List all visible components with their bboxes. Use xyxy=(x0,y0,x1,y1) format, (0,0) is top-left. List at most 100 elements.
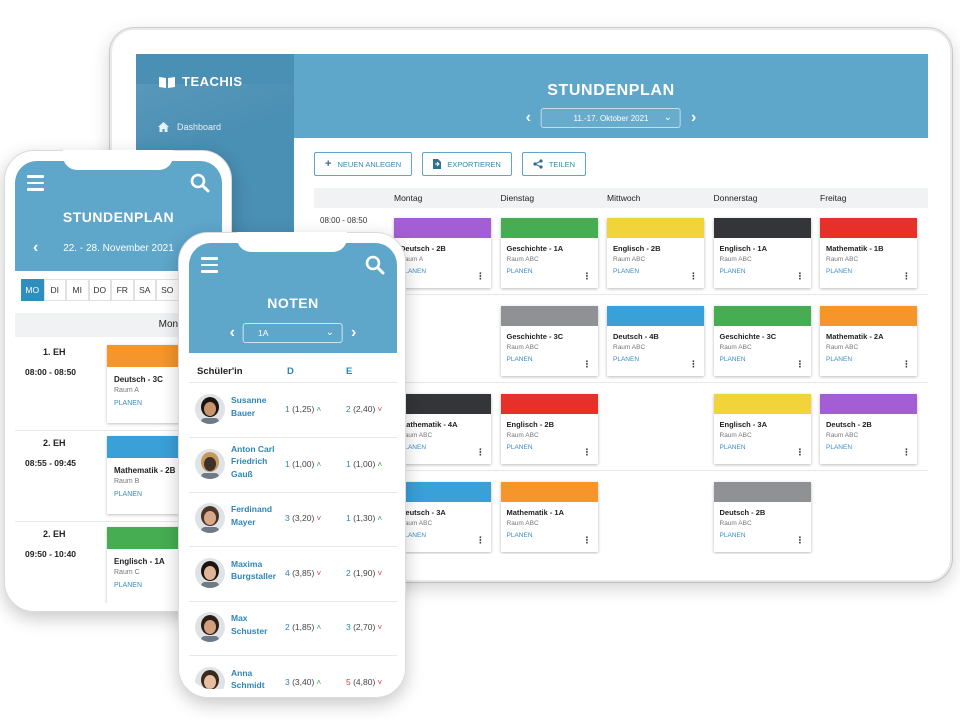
day-tab-mo[interactable]: MO xyxy=(21,279,44,301)
lesson-card[interactable]: Mathematik - 1A Raum ABC PLANEN ⋮ xyxy=(500,482,598,552)
student-name[interactable]: Maxima Burgstaller xyxy=(231,558,276,584)
plan-link[interactable]: PLANEN xyxy=(114,582,143,589)
lesson-card[interactable]: Deutsch - 2B Raum A PLANEN ⋮ xyxy=(394,218,491,288)
grade-d[interactable]: 1 (1,25) ˄ xyxy=(285,404,321,414)
more-options-icon[interactable]: ⋮ xyxy=(476,271,485,281)
student-row[interactable]: Max Schuster 2 (1,85) ˄ 3 (2,70) ˅ xyxy=(189,602,397,656)
student-name[interactable]: Susanne Bauer xyxy=(231,394,266,420)
grade-e[interactable]: 1 (1,00) ˄ xyxy=(346,459,382,469)
plan-link[interactable]: PLANEN xyxy=(613,268,640,275)
search-icon[interactable] xyxy=(365,255,385,275)
student-name[interactable]: Ferdinand Mayer xyxy=(231,503,272,529)
plan-link[interactable]: PLANEN xyxy=(506,356,533,363)
chevron-right-icon[interactable]: › xyxy=(351,324,357,341)
search-icon[interactable] xyxy=(190,173,210,193)
lesson-card[interactable]: Deutsch - 4B Raum ABC PLANEN ⋮ xyxy=(607,306,704,376)
more-options-icon[interactable]: ⋮ xyxy=(902,359,911,369)
plan-link[interactable]: PLANEN xyxy=(400,444,427,451)
export-button[interactable]: EXPORTIEREN xyxy=(422,152,512,176)
grade-e[interactable]: 2 (2,40) ˅ xyxy=(346,404,382,414)
lesson-card[interactable]: Geschichte - 3C Raum ABC PLANEN ⋮ xyxy=(500,306,598,376)
plan-link[interactable]: PLANEN xyxy=(719,268,746,275)
lesson-card[interactable]: Geschichte - 1A Raum ABC PLANEN ⋮ xyxy=(500,218,598,288)
more-options-icon[interactable]: ⋮ xyxy=(902,271,911,281)
student-name[interactable]: Anton Carl Friedrich Gauß xyxy=(231,443,274,481)
plan-link[interactable]: PLANEN xyxy=(114,400,143,407)
grade-e[interactable]: 3 (2,70) ˅ xyxy=(346,622,382,632)
sidebar-item-dashboard[interactable]: Dashboard xyxy=(158,122,221,132)
grade-d[interactable]: 4 (3,85) ˅ xyxy=(285,568,321,578)
day-tab-di[interactable]: DI xyxy=(43,279,66,301)
grade-e[interactable]: 2 (1,90) ˅ xyxy=(346,568,382,578)
menu-icon[interactable] xyxy=(27,175,44,195)
plan-link[interactable]: PLANEN xyxy=(719,532,746,539)
week-dropdown[interactable]: 11.-17. Oktober 2021 ⌄ xyxy=(541,108,681,128)
more-options-icon[interactable]: ⋮ xyxy=(476,447,485,457)
day-tab-fr[interactable]: FR xyxy=(111,279,134,301)
grade-d[interactable]: 3 (3,20) ˅ xyxy=(285,513,321,523)
plan-link[interactable]: PLANEN xyxy=(506,532,533,539)
plan-link[interactable]: PLANEN xyxy=(613,356,640,363)
lesson-card[interactable]: Englisch - 3A Raum ABC PLANEN ⋮ xyxy=(713,394,811,464)
column-d[interactable]: D xyxy=(287,366,294,377)
more-options-icon[interactable]: ⋮ xyxy=(582,447,592,457)
student-row[interactable]: Anton Carl Friedrich Gauß 1 (1,00) ˄ 1 (1,00… xyxy=(189,439,397,493)
lesson-card[interactable]: Deutsch - 3A Raum ABC PLANEN ⋮ xyxy=(394,482,491,552)
more-options-icon[interactable]: ⋮ xyxy=(795,271,805,281)
plan-link[interactable]: PLANEN xyxy=(826,268,853,275)
grade-d[interactable]: 1 (1,00) ˄ xyxy=(285,459,321,469)
day-tab-so[interactable]: SO xyxy=(156,279,179,301)
plan-link[interactable]: PLANEN xyxy=(400,268,427,275)
more-options-icon[interactable]: ⋮ xyxy=(582,535,592,545)
more-options-icon[interactable]: ⋮ xyxy=(795,447,805,457)
more-options-icon[interactable]: ⋮ xyxy=(476,535,485,545)
more-options-icon[interactable]: ⋮ xyxy=(795,535,805,545)
plan-link[interactable]: PLANEN xyxy=(719,356,746,363)
student-row[interactable]: Anna Schmidt 3 (3,40) ˄ 5 (4,80) ˅ xyxy=(189,657,397,690)
lesson-card[interactable]: Geschichte - 3C Raum ABC PLANEN ⋮ xyxy=(713,306,811,376)
share-button[interactable]: TEILEN xyxy=(521,152,587,176)
column-e[interactable]: E xyxy=(346,366,353,377)
chevron-left-icon[interactable]: ‹ xyxy=(229,324,235,341)
more-options-icon[interactable]: ⋮ xyxy=(795,359,805,369)
student-row[interactable]: Susanne Bauer 1 (1,25) ˄ 2 (2,40) ˅ xyxy=(189,384,397,438)
more-options-icon[interactable]: ⋮ xyxy=(689,271,698,281)
lesson-card[interactable]: Mathematik - 2A Raum ABC PLANEN ⋮ xyxy=(820,306,917,376)
student-name[interactable]: Max Schuster xyxy=(231,612,267,638)
day-tab-do[interactable]: DO xyxy=(88,279,111,301)
chevron-left-icon[interactable]: ‹ xyxy=(33,239,39,256)
plan-link[interactable]: PLANEN xyxy=(826,356,853,363)
grade-d[interactable]: 2 (1,85) ˄ xyxy=(285,622,321,632)
more-options-icon[interactable]: ⋮ xyxy=(582,271,592,281)
plan-link[interactable]: PLANEN xyxy=(826,444,853,451)
more-options-icon[interactable]: ⋮ xyxy=(582,359,592,369)
grade-e[interactable]: 5 (4,80) ˅ xyxy=(346,677,382,687)
class-dropdown[interactable]: 1A ⌄ xyxy=(243,323,343,343)
chevron-left-icon[interactable]: ‹ xyxy=(525,109,531,126)
more-options-icon[interactable]: ⋮ xyxy=(689,359,698,369)
plan-link[interactable]: PLANEN xyxy=(719,444,746,451)
student-row[interactable]: Maxima Burgstaller 4 (3,85) ˅ 2 (1,90) ˅ xyxy=(189,548,397,602)
plan-link[interactable]: PLANEN xyxy=(400,532,427,539)
lesson-card[interactable]: Mathematik - 4A Raum ABC PLANEN ⋮ xyxy=(394,394,491,464)
app-logo[interactable]: TEACHIS xyxy=(158,74,243,89)
lesson-card[interactable]: Deutsch - 2B Raum ABC PLANEN ⋮ xyxy=(713,482,811,552)
plan-link[interactable]: PLANEN xyxy=(506,268,533,275)
plan-link[interactable]: PLANEN xyxy=(114,491,143,498)
more-options-icon[interactable]: ⋮ xyxy=(902,447,911,457)
lesson-card[interactable]: Mathematik - 1B Raum ABC PLANEN ⋮ xyxy=(820,218,917,288)
student-row[interactable]: Ferdinand Mayer 3 (3,20) ˅ 1 (1,30) ˄ xyxy=(189,493,397,547)
student-name[interactable]: Anna Schmidt xyxy=(231,667,265,690)
day-tab-mi[interactable]: MI xyxy=(66,279,89,301)
grade-d[interactable]: 3 (3,40) ˄ xyxy=(285,677,321,687)
day-tab-sa[interactable]: SA xyxy=(133,279,156,301)
lesson-card[interactable]: Englisch - 2B Raum ABC PLANEN ⋮ xyxy=(500,394,598,464)
grade-e[interactable]: 1 (1,30) ˄ xyxy=(346,513,382,523)
chevron-right-icon[interactable]: › xyxy=(691,109,697,126)
plan-link[interactable]: PLANEN xyxy=(506,444,533,451)
lesson-card[interactable]: Englisch - 2B Raum ABC PLANEN ⋮ xyxy=(607,218,704,288)
new-entry-button[interactable]: + NEUEN ANLEGEN xyxy=(314,152,413,176)
menu-icon[interactable] xyxy=(201,257,218,277)
lesson-card[interactable]: Englisch - 1A Raum ABC PLANEN ⋮ xyxy=(713,218,811,288)
lesson-card[interactable]: Deutsch - 2B Raum ABC PLANEN ⋮ xyxy=(820,394,917,464)
